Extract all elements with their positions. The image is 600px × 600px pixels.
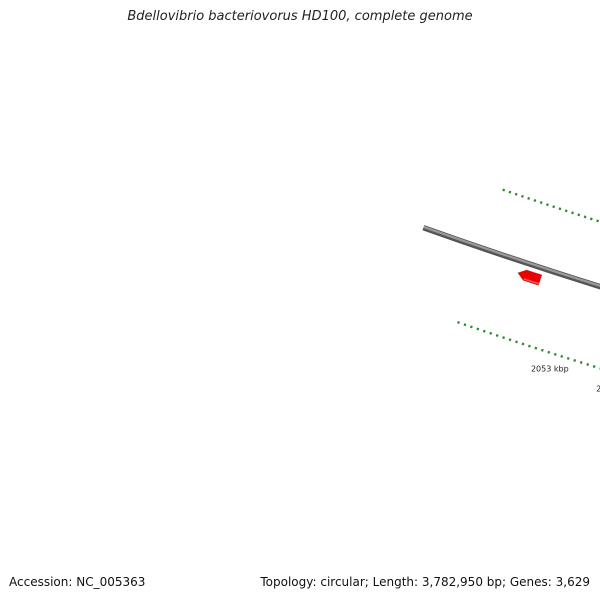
outer-minor-tick [502,336,506,340]
outer-minor-tick [482,329,486,333]
outer-minor-tick [566,356,570,360]
outer-minor-tick [573,358,577,362]
inner-minor-tick [558,207,562,211]
inner-minor-tick [564,209,568,213]
outer-minor-tick [463,323,467,327]
outer-minor-tick [540,348,544,352]
outer-minor-tick [521,342,525,346]
outer-minor-tick [579,361,583,364]
scale-label: 2053 kbp [531,365,569,374]
inner-minor-tick [502,188,506,192]
inner-minor-tick [527,196,531,200]
topology-text: Topology: circular; Length: 3,782,950 bp… [260,575,590,589]
inner-minor-tick [514,192,518,196]
outer-minor-tick [586,363,590,366]
outer-minor-tick [592,365,596,368]
inner-minor-tick [596,219,600,223]
outer-minor-tick [469,325,473,329]
gene-feature-highlight [523,278,540,285]
outer-minor-tick [534,346,538,350]
scale-label: 2052 kbp [596,385,600,394]
outer-tick-ring [457,321,600,370]
outer-minor-tick [553,352,557,356]
outer-minor-tick [495,334,499,337]
gene-features[interactable] [517,269,600,453]
inner-minor-tick [571,211,574,215]
accession-text: Accession: NC_005363 [9,575,146,589]
outer-minor-tick [515,340,518,344]
outer-minor-tick [560,354,564,358]
inner-minor-tick [577,213,581,217]
inner-minor-tick [539,201,543,205]
outer-minor-tick [457,321,460,325]
outer-minor-tick [527,344,531,348]
inner-minor-tick [533,199,537,203]
outer-minor-tick [476,327,480,331]
inner-minor-tick [546,203,549,207]
outer-minor-tick [489,331,493,335]
inner-minor-tick [589,217,593,221]
genome-backbone [422,225,600,290]
scale-labels: 2053 kbp2052 kbp2051 kbp2050 kbp2049 kbp… [531,365,600,394]
inner-minor-tick [508,190,512,194]
inner-minor-tick [520,194,524,198]
outer-minor-tick [508,338,512,342]
inner-minor-tick [552,205,556,209]
inner-minor-tick [583,215,587,219]
inner-tick-ring [502,188,600,223]
map-title: Bdellovibrio bacteriovorus HD100, comple… [127,9,473,24]
gene-feature[interactable] [517,269,543,286]
outer-minor-tick [547,350,551,354]
